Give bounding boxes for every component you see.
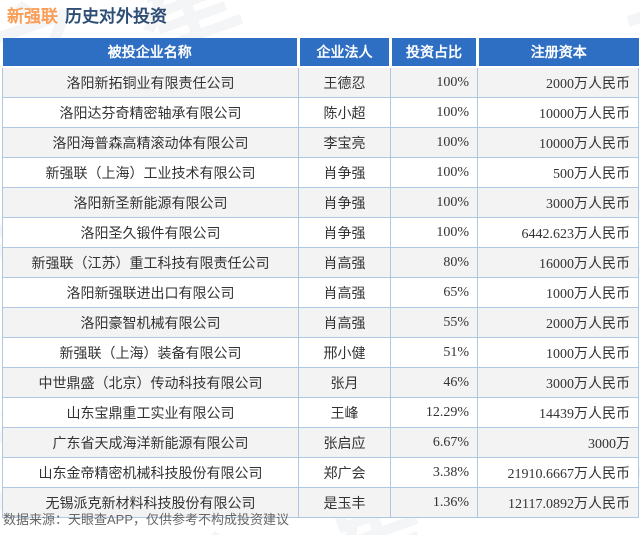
legal-person-cell: 郑广会 <box>298 457 391 488</box>
table-row: 新强联（上海）工业技术有限公司 肖争强 100% 500万人民币 <box>2 157 639 188</box>
invest-ratio-cell: 3.38% <box>390 457 478 488</box>
registered-capital-cell: 3000万人民币 <box>477 187 639 218</box>
company-name-cell: 洛阳豪智机械有限公司 <box>2 307 299 338</box>
registered-capital-cell: 1000万人民币 <box>477 277 639 308</box>
invest-ratio-cell: 1.36% <box>390 487 478 518</box>
company-name-cell: 山东宝鼎重工实业有限公司 <box>2 397 299 428</box>
company-name-cell: 中世鼎盛（北京）传动科技有限公司 <box>2 367 299 398</box>
registered-capital-cell: 21910.6667万人民币 <box>477 457 639 488</box>
invest-ratio-cell: 100% <box>390 157 478 188</box>
invest-ratio-cell: 80% <box>390 247 478 278</box>
col-header-legal-person: 企业法人 <box>297 38 391 68</box>
legal-person-cell: 王峰 <box>298 397 391 428</box>
legal-person-cell: 肖高强 <box>298 307 391 338</box>
company-name-cell: 洛阳新圣新能源有限公司 <box>2 187 299 218</box>
legal-person-cell: 肖高强 <box>298 247 391 278</box>
registered-capital-cell: 2000万人民币 <box>477 307 639 338</box>
invest-ratio-cell: 100% <box>390 187 478 218</box>
registered-capital-cell: 2000万人民币 <box>477 66 639 98</box>
table-row: 无锡派克新材料科技股份有限公司 是玉丰 1.36% 12117.0892万人民币 <box>2 487 639 518</box>
table-row: 山东宝鼎重工实业有限公司 王峰 12.29% 14439万人民币 <box>2 397 639 428</box>
company-name-cell: 洛阳海普森高精滚动体有限公司 <box>2 127 299 158</box>
registered-capital-cell: 10000万人民币 <box>477 127 639 158</box>
registered-capital-cell: 500万人民币 <box>477 157 639 188</box>
company-name-cell: 新强联（上海）工业技术有限公司 <box>2 157 299 188</box>
table-row: 洛阳圣久锻件有限公司 肖争强 100% 6442.623万人民币 <box>2 217 639 248</box>
company-name-cell: 新强联（江苏）重工科技有限责任公司 <box>2 247 299 278</box>
company-name-cell: 洛阳新强联进出口有限公司 <box>2 277 299 308</box>
table-body: 洛阳新拓铜业有限责任公司 王德忍 100% 2000万人民币 洛阳达芬奇精密轴承有限公司… <box>2 66 639 518</box>
registered-capital-cell: 1000万人民币 <box>477 337 639 368</box>
company-name-cell: 洛阳达芬奇精密轴承有限公司 <box>2 97 299 128</box>
company-name-cell: 无锡派克新材料科技股份有限公司 <box>2 487 299 518</box>
legal-person-cell: 肖争强 <box>298 187 391 218</box>
col-header-company: 被投企业名称 <box>2 38 299 68</box>
invest-ratio-cell: 100% <box>390 127 478 158</box>
registered-capital-cell: 3000万 <box>477 427 639 458</box>
invest-ratio-cell: 12.29% <box>390 397 478 428</box>
company-name-cell: 广东省天成海洋新能源有限公司 <box>2 427 299 458</box>
table-row: 洛阳新圣新能源有限公司 肖争强 100% 3000万人民币 <box>2 187 639 218</box>
legal-person-cell: 张月 <box>298 367 391 398</box>
legal-person-cell: 李宝亮 <box>298 127 391 158</box>
investment-table: 被投企业名称 企业法人 投资占比 注册资本 洛阳新拓铜业有限责任公司 王德忍 100… <box>2 38 639 518</box>
page-title: 新强联 历史对外投资 <box>7 6 167 28</box>
legal-person-cell: 肖争强 <box>298 217 391 248</box>
registered-capital-cell: 3000万人民币 <box>477 367 639 398</box>
table-row: 洛阳新拓铜业有限责任公司 王德忍 100% 2000万人民币 <box>2 66 639 98</box>
company-name-cell: 洛阳新拓铜业有限责任公司 <box>2 66 299 98</box>
legal-person-cell: 张启应 <box>298 427 391 458</box>
table-row: 新强联（江苏）重工科技有限责任公司 肖高强 80% 16000万人民币 <box>2 247 639 278</box>
col-header-registered-capital: 注册资本 <box>476 38 639 68</box>
company-name-cell: 山东金帝精密机械科技股份有限公司 <box>2 457 299 488</box>
company-name-cell: 洛阳圣久锻件有限公司 <box>2 217 299 248</box>
table-row: 洛阳新强联进出口有限公司 肖高强 65% 1000万人民币 <box>2 277 639 308</box>
legal-person-cell: 是玉丰 <box>298 487 391 518</box>
registered-capital-cell: 16000万人民币 <box>477 247 639 278</box>
legal-person-cell: 陈小超 <box>298 97 391 128</box>
table-row: 山东金帝精密机械科技股份有限公司 郑广会 3.38% 21910.6667万人民币 <box>2 457 639 488</box>
invest-ratio-cell: 55% <box>390 307 478 338</box>
table-row: 广东省天成海洋新能源有限公司 张启应 6.67% 3000万 <box>2 427 639 458</box>
invest-ratio-cell: 100% <box>390 97 478 128</box>
legal-person-cell: 王德忍 <box>298 66 391 98</box>
table-header-row: 被投企业名称 企业法人 投资占比 注册资本 <box>2 38 639 68</box>
invest-ratio-cell: 100% <box>390 217 478 248</box>
invest-ratio-cell: 51% <box>390 337 478 368</box>
company-name-cell: 新强联（上海）装备有限公司 <box>2 337 299 368</box>
table-row: 洛阳豪智机械有限公司 肖高强 55% 2000万人民币 <box>2 307 639 338</box>
registered-capital-cell: 12117.0892万人民币 <box>477 487 639 518</box>
table-row: 中世鼎盛（北京）传动科技有限公司 张月 46% 3000万人民币 <box>2 367 639 398</box>
col-header-invest-ratio: 投资占比 <box>389 38 478 68</box>
registered-capital-cell: 10000万人民币 <box>477 97 639 128</box>
legal-person-cell: 肖争强 <box>298 157 391 188</box>
invest-ratio-cell: 6.67% <box>390 427 478 458</box>
invest-ratio-cell: 46% <box>390 367 478 398</box>
registered-capital-cell: 6442.623万人民币 <box>477 217 639 248</box>
table-row: 洛阳达芬奇精密轴承有限公司 陈小超 100% 10000万人民币 <box>2 97 639 128</box>
invest-ratio-cell: 100% <box>390 66 478 98</box>
legal-person-cell: 邢小健 <box>298 337 391 368</box>
title-company-name: 新强联 <box>7 7 58 26</box>
invest-ratio-cell: 65% <box>390 277 478 308</box>
table-row: 洛阳海普森高精滚动体有限公司 李宝亮 100% 10000万人民币 <box>2 127 639 158</box>
registered-capital-cell: 14439万人民币 <box>477 397 639 428</box>
data-source-note: 数据来源：天眼查APP，仅供参考不构成投资建议 <box>3 512 290 527</box>
title-subject: 历史对外投资 <box>65 7 167 26</box>
table-row: 新强联（上海）装备有限公司 邢小健 51% 1000万人民币 <box>2 337 639 368</box>
table-header: 被投企业名称 企业法人 投资占比 注册资本 <box>2 38 639 68</box>
legal-person-cell: 肖高强 <box>298 277 391 308</box>
